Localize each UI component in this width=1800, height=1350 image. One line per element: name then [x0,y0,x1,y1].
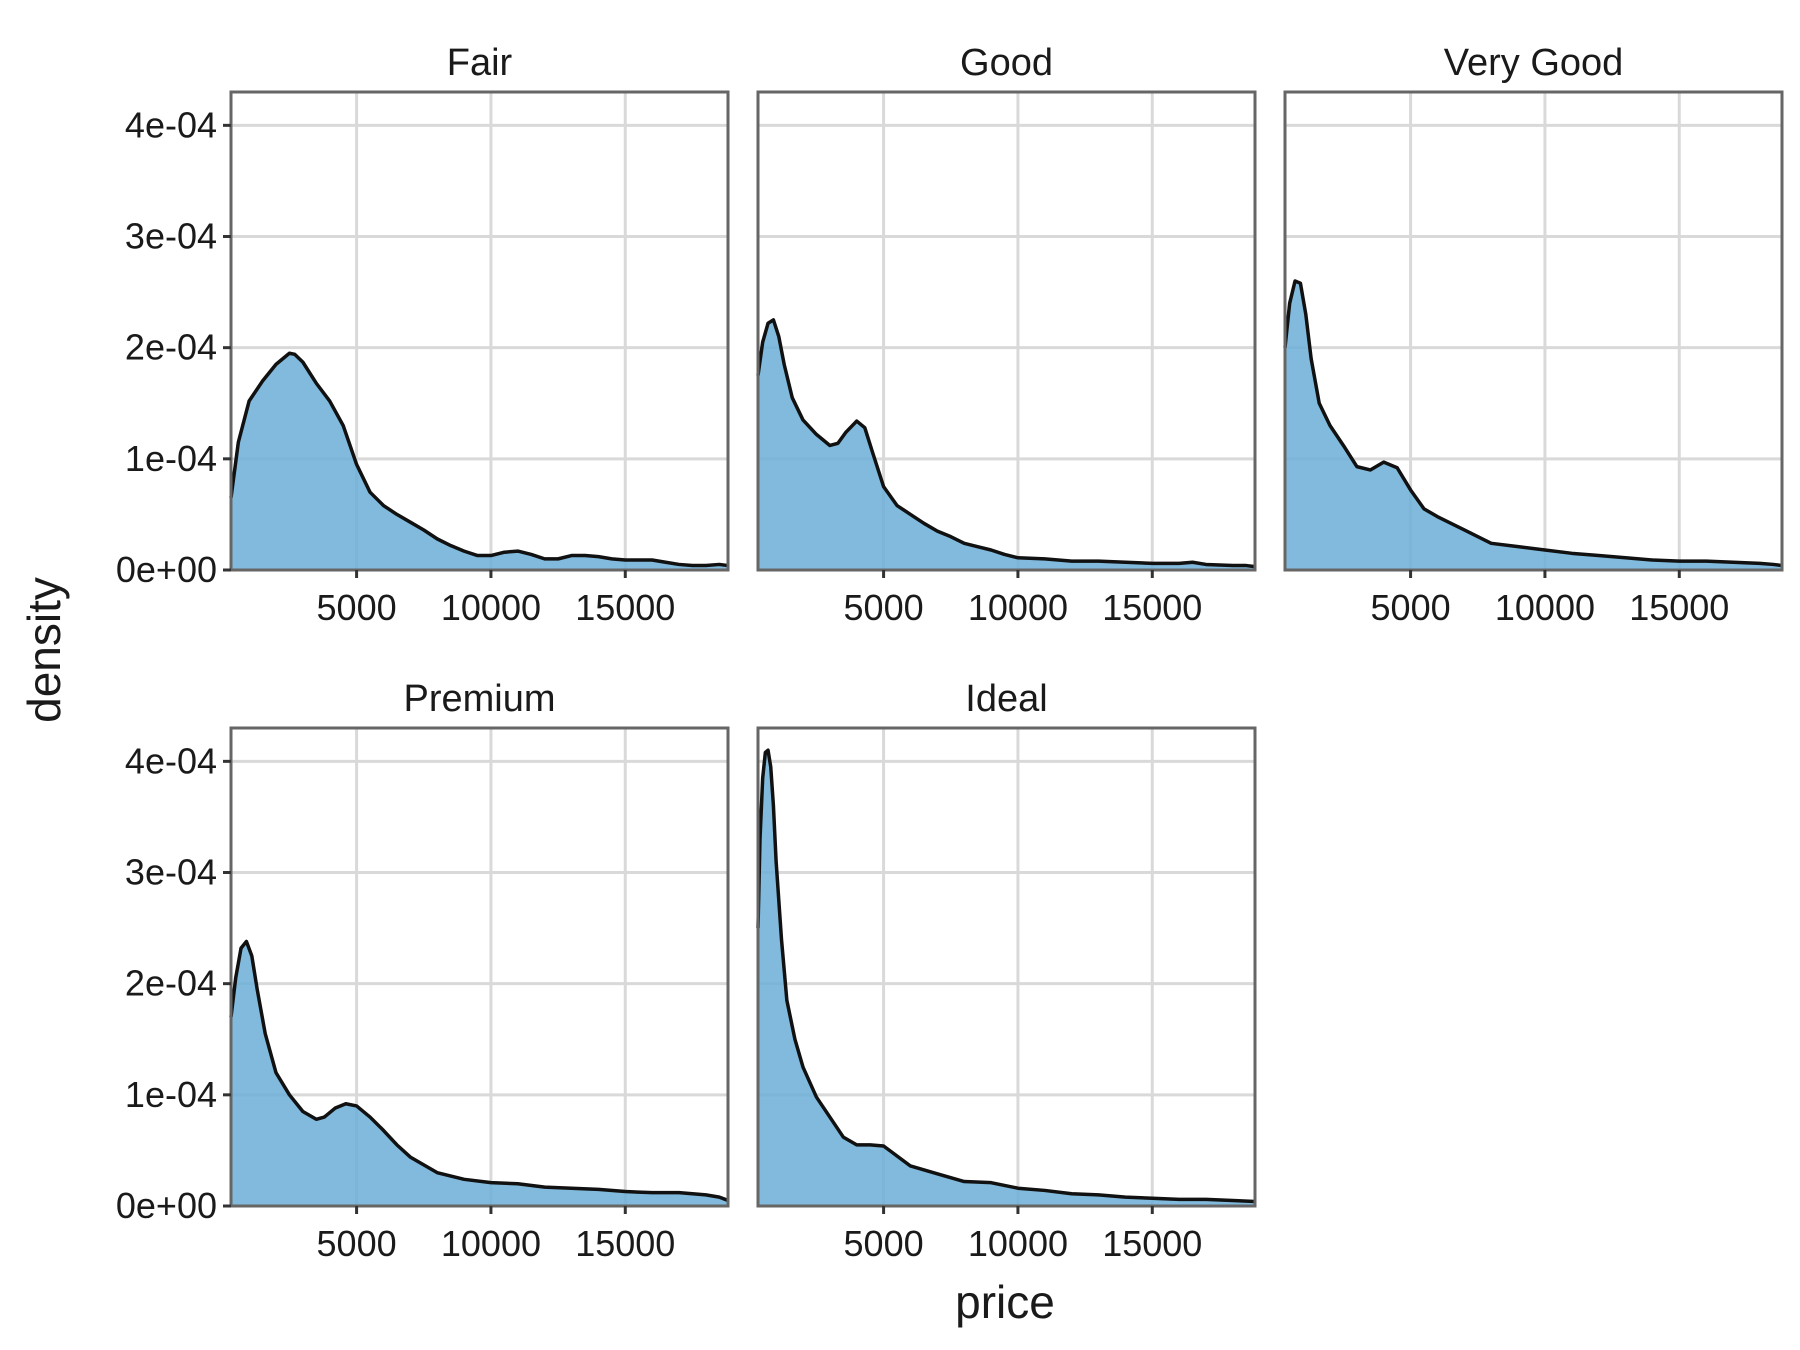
panel-border [1283,90,1784,572]
x-tick-label: 15000 [575,587,675,628]
y-tick-label: 2e-04 [125,963,217,1004]
y-tick-label: 1e-04 [125,1074,217,1115]
density-line [229,939,729,1203]
facet-panel-premium: Premium 0e+00 1e-04 2e-04 3e-04 4e-04 5000 1000… [116,678,730,1264]
density-area [1285,280,1782,570]
y-tick-label: 0e+00 [116,1185,217,1226]
x-tick-label: 5000 [844,587,924,628]
x-tick-label: 10000 [1495,587,1595,628]
facet-label: Very Good [1444,42,1624,84]
density-area [758,750,1255,1206]
x-tick-label: 10000 [968,587,1068,628]
density-line [1283,279,1783,568]
panel-border [756,90,1257,572]
x-tick-label: 5000 [844,1223,924,1264]
density-line [756,318,1256,569]
x-tick-label: 5000 [317,1223,397,1264]
facet-label: Good [960,42,1053,84]
y-tick-label: 3e-04 [125,216,217,257]
facet-panels: Fair 0e+00 1e-04 2e-04 3e-04 4e-04 5000 10000 15… [116,42,1784,1264]
y-axis-title: density [18,577,70,723]
panel-background [758,728,1255,1206]
x-tick-label: 10000 [441,1223,541,1264]
x-tick-label: 5000 [1371,587,1451,628]
facet-label: Fair [447,42,513,84]
density-area [758,319,1255,570]
y-tick-label: 0e+00 [116,549,217,590]
panel-border [229,726,730,1208]
x-tick-label: 15000 [575,1223,675,1264]
x-tick-label: 15000 [1102,587,1202,628]
y-tick-label: 3e-04 [125,852,217,893]
facet-panel-good: Good 5000 10000 15000 [756,42,1257,628]
x-tick-label: 15000 [1102,1223,1202,1264]
density-line [229,351,729,568]
y-tick-label: 4e-04 [125,104,217,145]
x-axis-title: price [955,1276,1055,1328]
density-area [231,353,728,570]
x-tick-label: 10000 [968,1223,1068,1264]
facet-label: Ideal [965,678,1047,720]
panel-border [756,726,1257,1208]
density-area [231,941,728,1206]
y-tick-label: 2e-04 [125,327,217,368]
density-line [756,748,1256,1204]
facet-panel-very-good: Very Good 5000 10000 15000 [1283,42,1784,628]
x-tick-label: 5000 [317,587,397,628]
x-tick-label: 10000 [441,587,541,628]
y-tick-label: 1e-04 [125,438,217,479]
panel-border [229,90,730,572]
facet-label: Premium [403,678,555,720]
facet-panel-ideal: Ideal 5000 10000 15000 [756,678,1257,1264]
x-tick-label: 15000 [1629,587,1729,628]
y-tick-label: 4e-04 [125,740,217,781]
facet-panel-fair: Fair 0e+00 1e-04 2e-04 3e-04 4e-04 5000 10000 15… [116,42,730,628]
